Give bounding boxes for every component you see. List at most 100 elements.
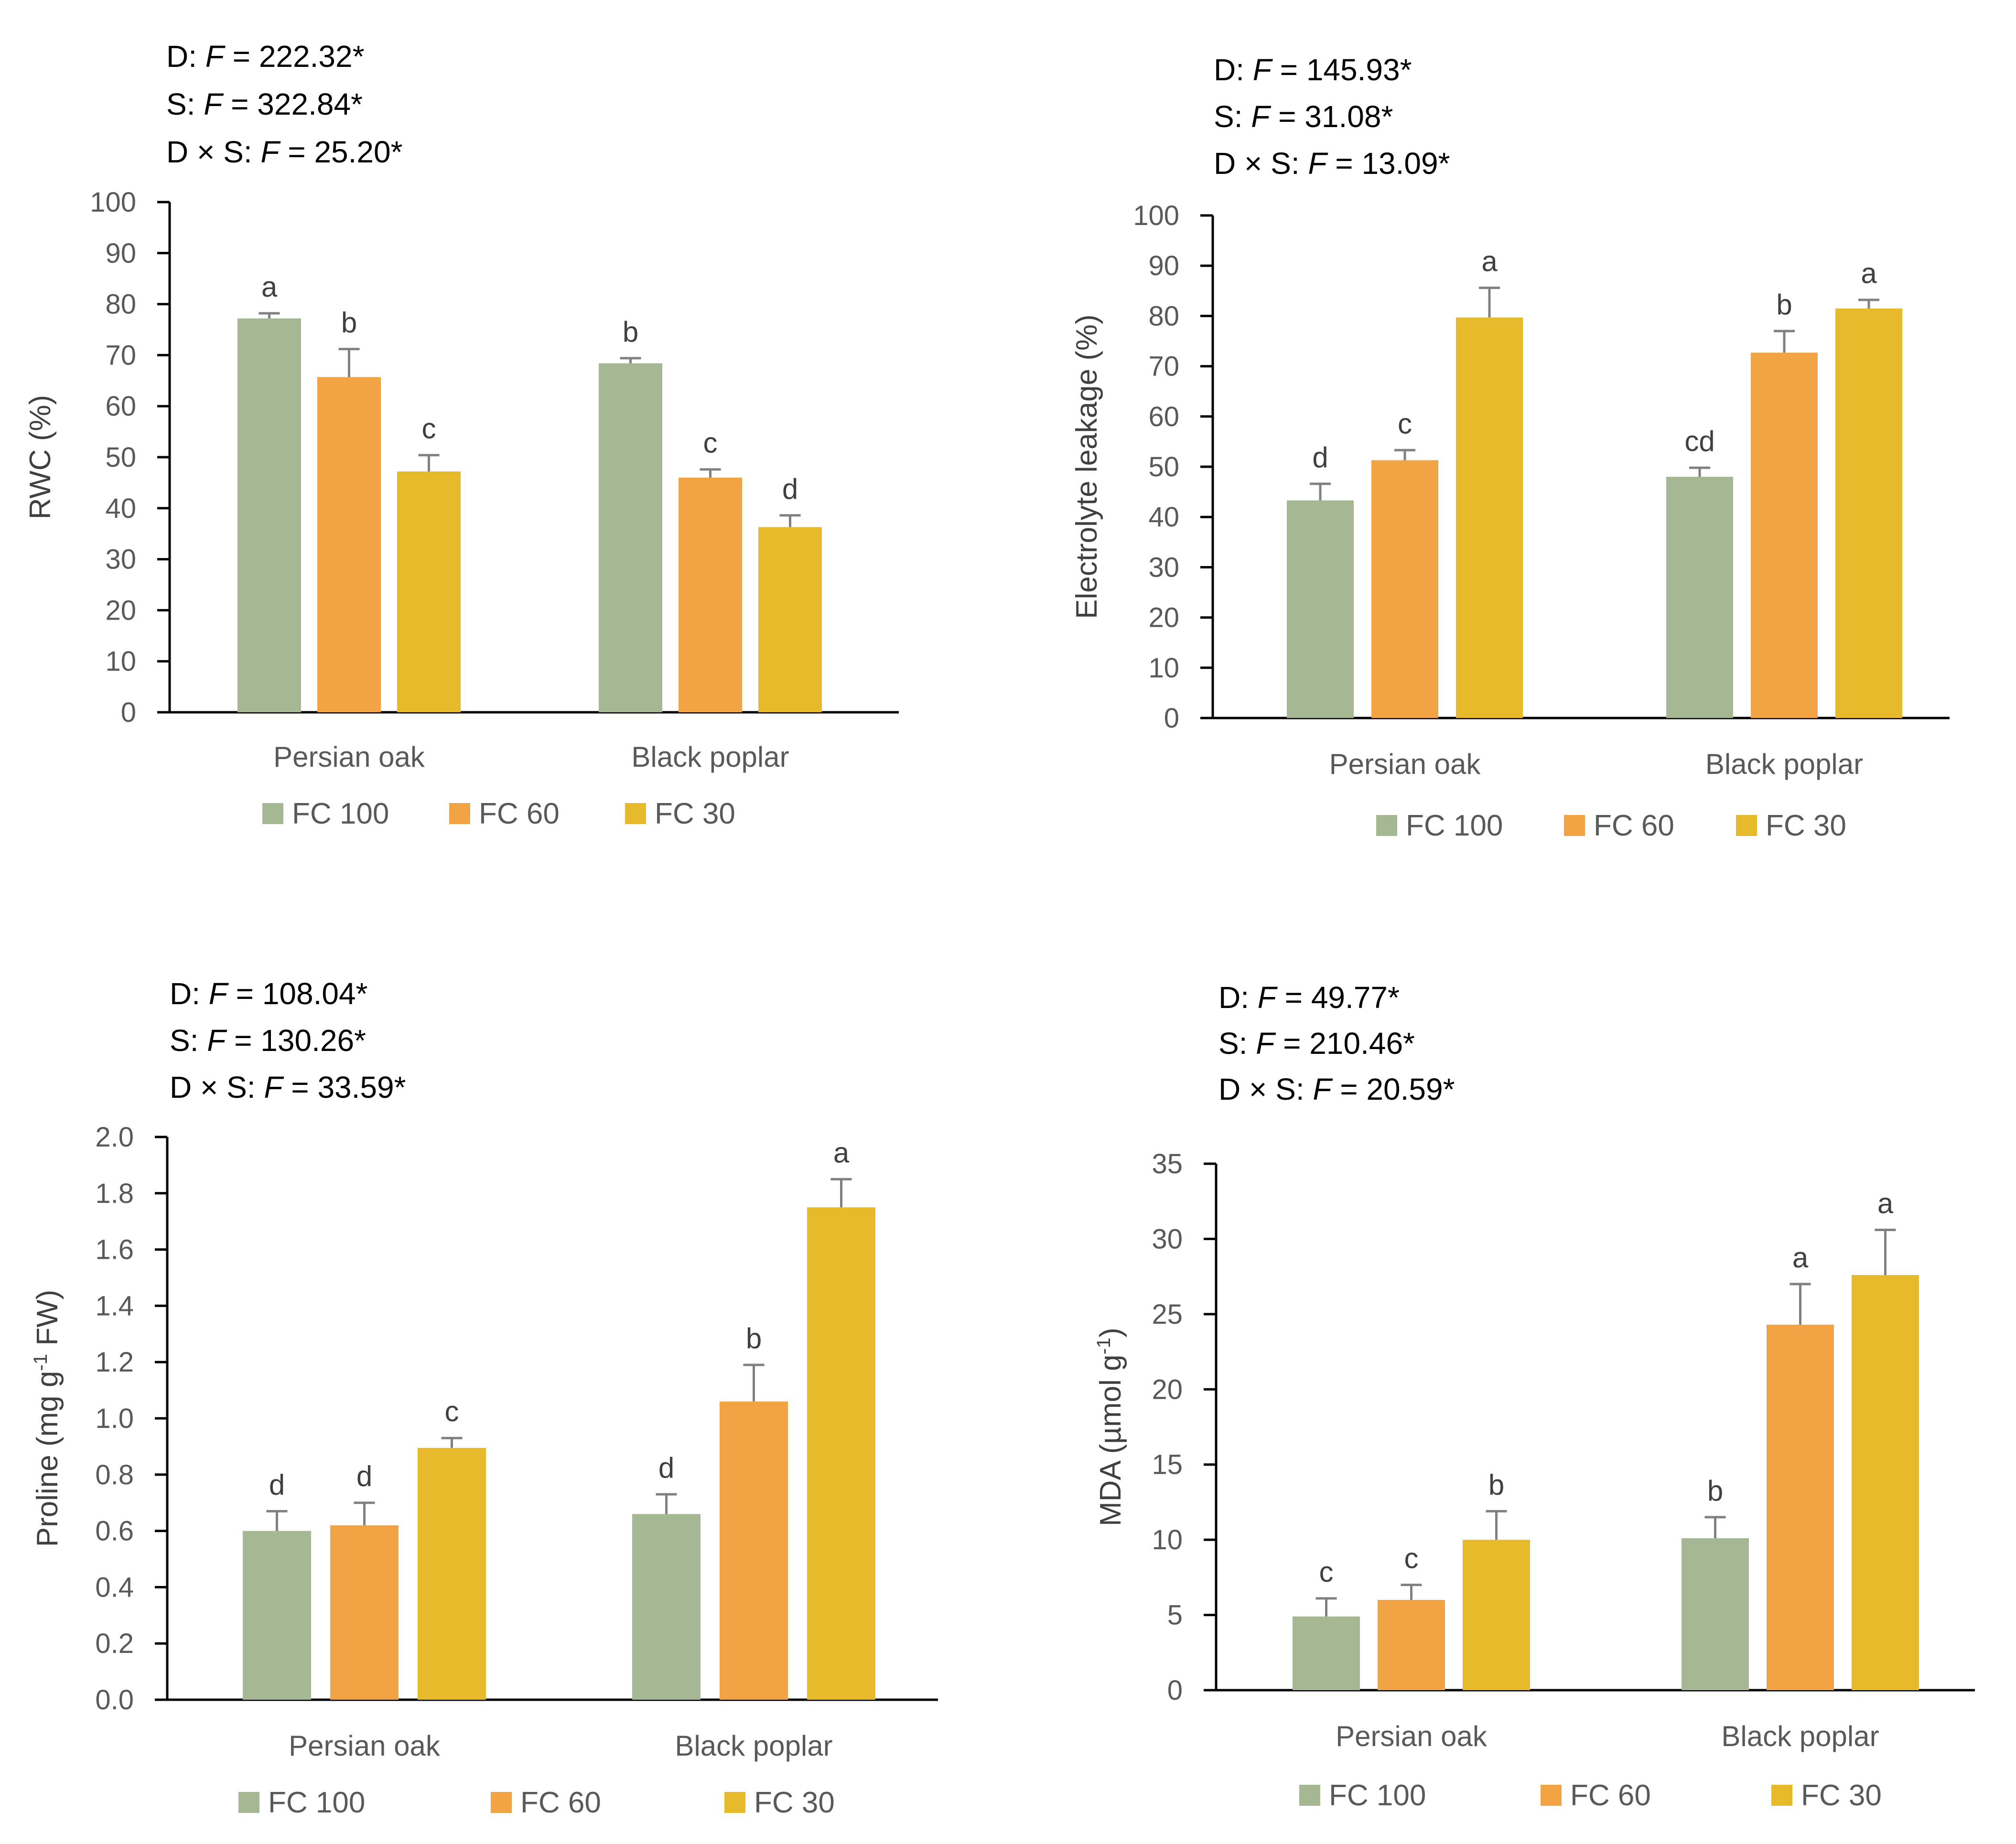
significance-letter: b xyxy=(746,1322,762,1354)
y-tick-label: 100 xyxy=(90,187,136,218)
x-category-label: Persian oak xyxy=(1336,1720,1488,1752)
y-tick-label: 15 xyxy=(1152,1449,1183,1480)
y-tick-label: 80 xyxy=(1148,300,1179,332)
chart-proline: D: F = 108.04* S: F = 130.26* D × S: F = 3… xyxy=(30,976,938,1819)
legend-label: FC 100 xyxy=(292,797,389,830)
chart-rwc: D: F = 222.32* S: F = 322.84* D × S: F = 2… xyxy=(24,39,899,830)
y-tick-label: 10 xyxy=(105,646,136,677)
y-tick-label: 10 xyxy=(1152,1524,1183,1555)
legend-swatch-fc100 xyxy=(238,1792,259,1813)
bar-fc100 xyxy=(1682,1538,1749,1690)
bar-fc30 xyxy=(1835,308,1902,718)
anova-stat-prefix: S: xyxy=(166,87,204,121)
significance-letter: b xyxy=(1776,289,1792,321)
bar-fc30 xyxy=(418,1447,486,1700)
significance-letter: d xyxy=(269,1469,285,1501)
legend-swatch-fc30 xyxy=(1736,815,1757,836)
legend-swatch-fc60 xyxy=(449,803,470,824)
anova-stat-variable: F xyxy=(260,135,281,169)
significance-letter: d xyxy=(782,473,798,505)
anova-stat-prefix: D: xyxy=(166,39,205,74)
significance-letter: a xyxy=(1481,245,1498,277)
y-tick-label: 50 xyxy=(105,442,136,473)
y-tick-label: 60 xyxy=(105,391,136,422)
y-tick-label: 80 xyxy=(105,289,136,320)
legend-swatch-fc30 xyxy=(1771,1785,1792,1806)
anova-stat-value: = 25.20* xyxy=(280,135,403,169)
anova-stat-value: = 130.26* xyxy=(226,1023,366,1058)
x-category-label: Black poplar xyxy=(1721,1720,1879,1752)
anova-stat-variable: F xyxy=(1253,53,1273,87)
anova-stat-line: D × S: F = 20.59* xyxy=(1218,1072,1455,1106)
anova-stat-line: D: F = 145.93* xyxy=(1214,53,1412,87)
anova-stat-prefix: D × S: xyxy=(1218,1072,1313,1106)
y-axis-label-part: RWC (%) xyxy=(24,395,57,520)
significance-letter: a xyxy=(1861,257,1877,289)
bar-fc100 xyxy=(599,363,662,712)
y-tick-label: 1.2 xyxy=(95,1347,134,1378)
y-axis-label-part: MDA (µmol g xyxy=(1094,1354,1127,1526)
significance-letter: b xyxy=(623,316,638,348)
significance-letter: b xyxy=(1488,1469,1504,1501)
y-tick-label: 0.6 xyxy=(95,1516,134,1547)
y-axis-label: Proline (mg g-1 FW) xyxy=(30,1290,64,1547)
y-tick-label: 0.8 xyxy=(95,1459,134,1490)
bar-fc100 xyxy=(243,1531,311,1700)
bar-fc30 xyxy=(1463,1540,1530,1690)
legend-label: FC 60 xyxy=(520,1786,601,1819)
anova-stat-line: D × S: F = 25.20* xyxy=(166,135,403,169)
anova-stat-variable: F xyxy=(204,87,224,121)
anova-stat-line: S: F = 31.08* xyxy=(1214,99,1393,134)
anova-stat-variable: F xyxy=(1256,1026,1276,1061)
y-tick-label: 30 xyxy=(1152,1223,1183,1254)
bar-fc30 xyxy=(807,1207,875,1700)
bar-fc30 xyxy=(1852,1275,1919,1690)
y-tick-label: 20 xyxy=(1148,602,1179,633)
y-tick-label: 0.0 xyxy=(95,1684,134,1715)
anova-stat-line: D: F = 49.77* xyxy=(1218,980,1400,1015)
anova-stat-value: = 210.46* xyxy=(1274,1026,1415,1061)
bar-fc30 xyxy=(1456,317,1523,718)
anova-stat-prefix: S: xyxy=(1214,99,1251,134)
anova-stat-line: D: F = 108.04* xyxy=(170,976,367,1011)
bar-fc100 xyxy=(632,1514,701,1700)
anova-stat-variable: F xyxy=(1313,1072,1333,1106)
legend-swatch-fc30 xyxy=(625,803,646,824)
bar-fc100 xyxy=(1293,1616,1360,1690)
bar-fc60 xyxy=(679,477,742,712)
y-axis-label: RWC (%) xyxy=(24,395,57,520)
anova-stat-variable: F xyxy=(1308,146,1328,181)
significance-letter: a xyxy=(261,271,278,303)
anova-stat-variable: F xyxy=(205,39,226,74)
y-tick-label: 1.8 xyxy=(95,1178,134,1209)
bar-fc60 xyxy=(1751,353,1818,718)
legend-label: FC 30 xyxy=(1766,809,1846,842)
y-tick-label: 90 xyxy=(1148,250,1179,281)
anova-stat-prefix: D: xyxy=(170,976,209,1011)
y-axis-label-superscript: -1 xyxy=(1093,1338,1114,1355)
anova-stat-prefix: D × S: xyxy=(170,1070,264,1104)
legend-swatch-fc60 xyxy=(1541,1785,1562,1806)
significance-letter: c xyxy=(1398,407,1412,440)
chart-electrolyte: D: F = 145.93* S: F = 31.08* D × S: F = 13… xyxy=(1070,53,1950,842)
legend-swatch-fc100 xyxy=(1376,815,1397,836)
anova-stat-value: = 145.93* xyxy=(1272,53,1412,87)
y-tick-label: 10 xyxy=(1148,653,1179,684)
significance-letter: c xyxy=(1319,1556,1334,1588)
anova-stat-value: = 20.59* xyxy=(1332,1072,1455,1106)
significance-letter: a xyxy=(1792,1242,1809,1274)
legend-label: FC 30 xyxy=(754,1786,835,1819)
significance-letter: c xyxy=(1404,1543,1419,1575)
anova-stat-value: = 222.32* xyxy=(224,39,365,74)
legend-label: FC 30 xyxy=(655,797,735,830)
bar-fc60 xyxy=(1378,1600,1445,1690)
y-tick-label: 70 xyxy=(105,340,136,371)
significance-letter: c xyxy=(422,413,436,445)
significance-letter: b xyxy=(1707,1475,1723,1507)
legend-swatch-fc100 xyxy=(1299,1785,1320,1806)
anova-stat-value: = 31.08* xyxy=(1270,99,1393,134)
y-axis-label-part: FW) xyxy=(31,1290,64,1354)
legend-swatch-fc60 xyxy=(491,1792,512,1813)
y-tick-label: 100 xyxy=(1133,200,1179,231)
y-tick-label: 40 xyxy=(105,493,136,524)
